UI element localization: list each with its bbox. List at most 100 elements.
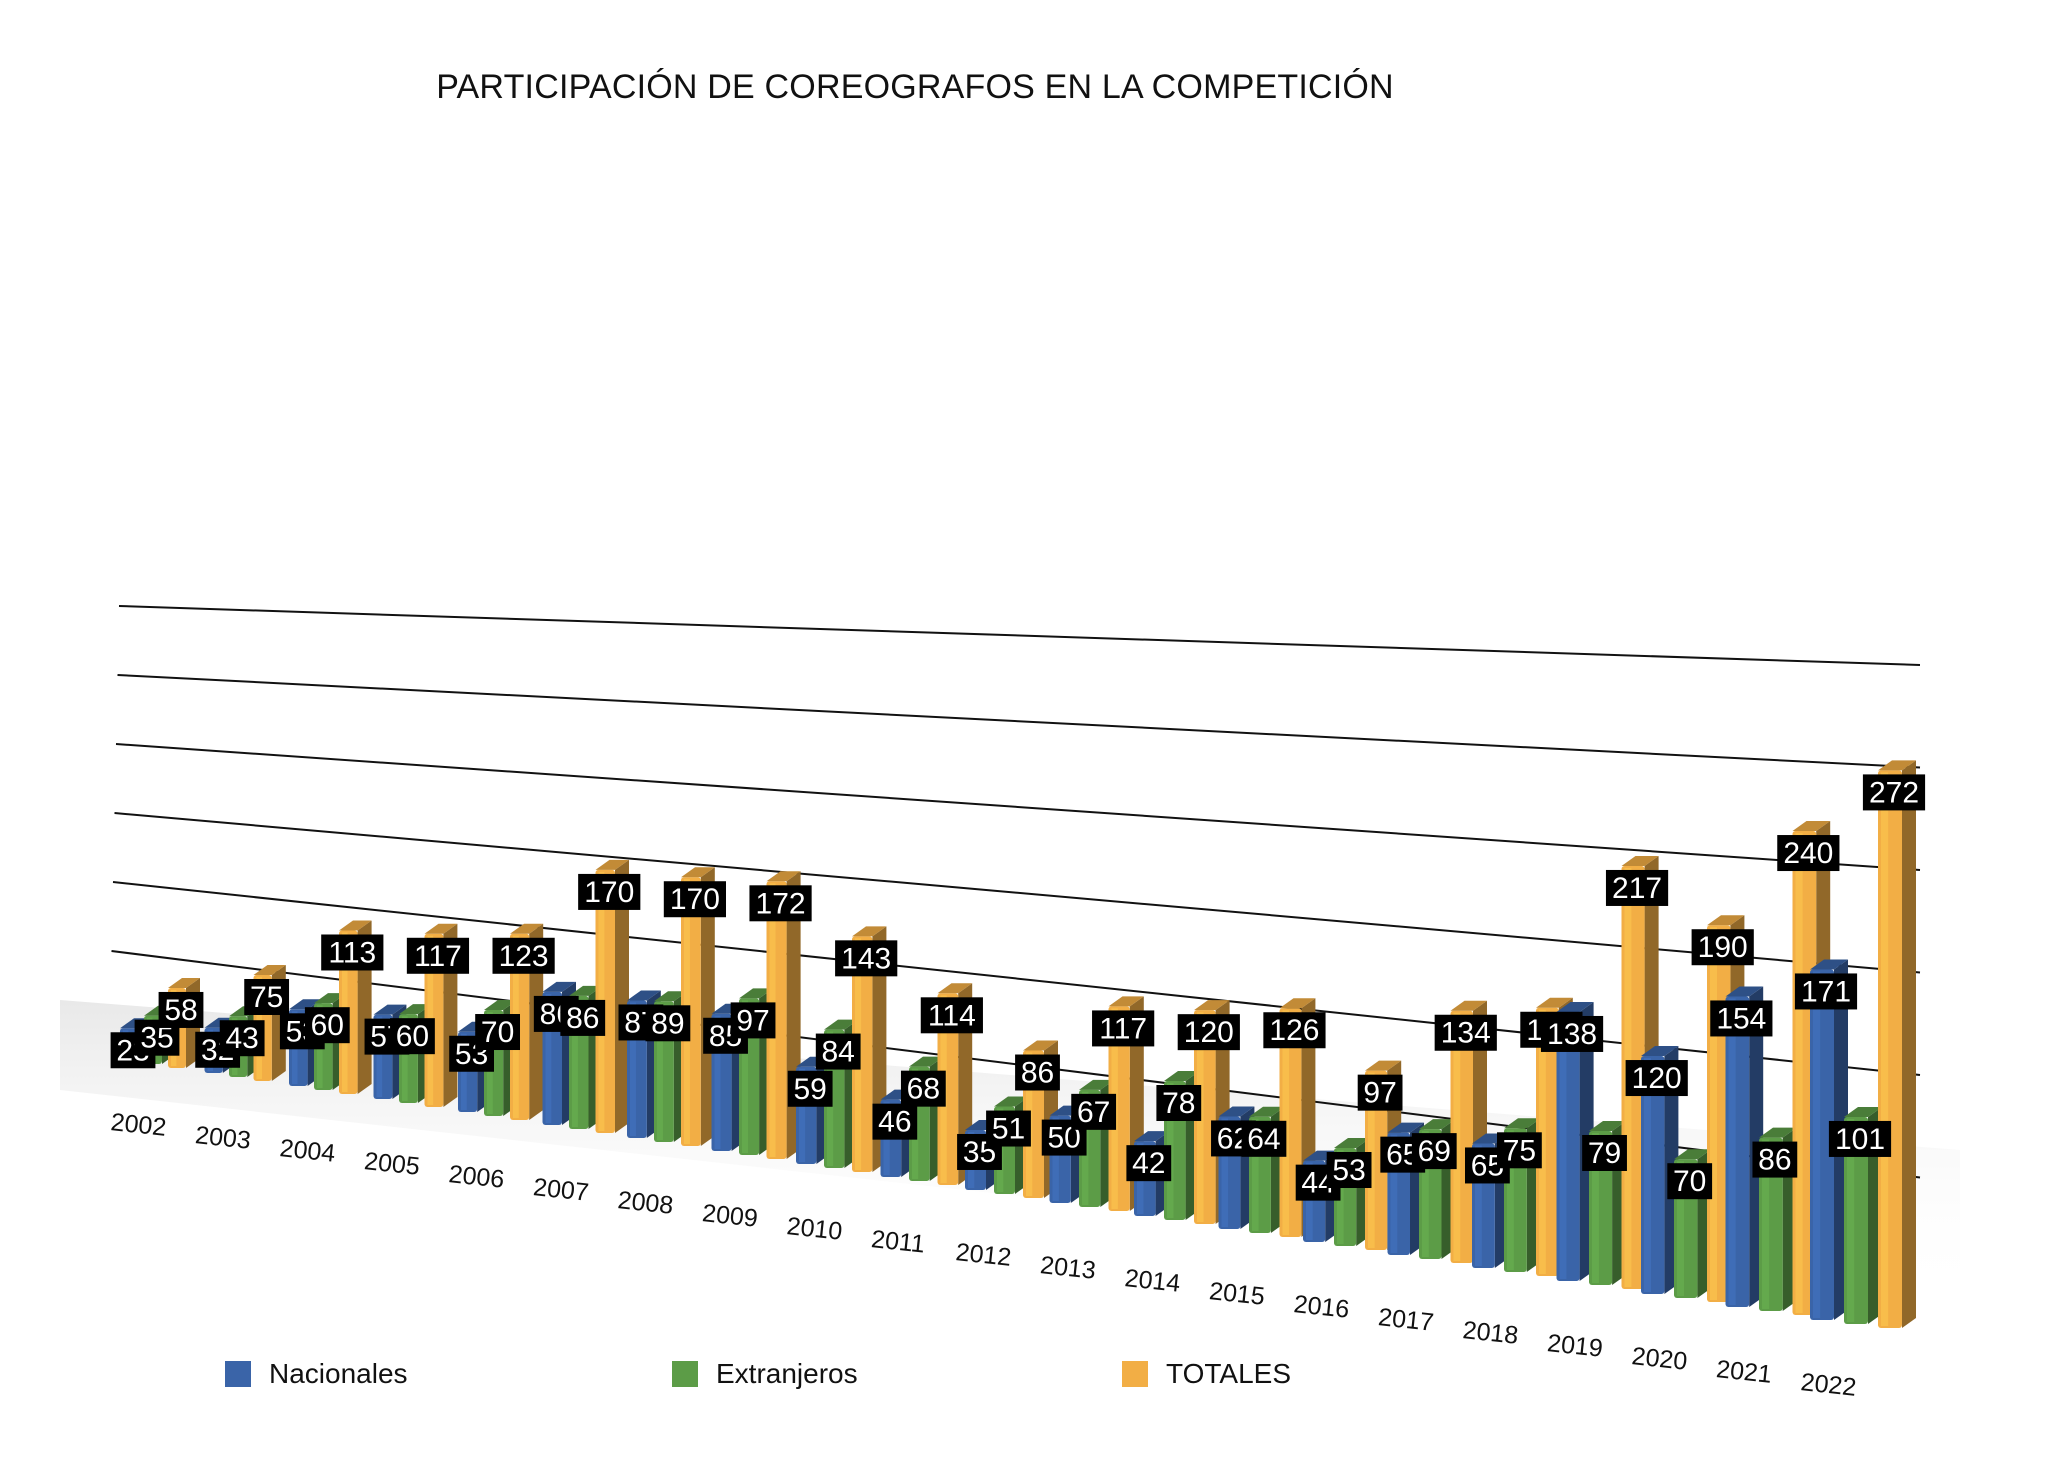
bar-top [1108,996,1144,1007]
data-label-bg [219,1020,265,1057]
bar [937,993,959,1185]
legend-item-totales: TOTALES [1122,1358,1291,1390]
data-label-bg [1411,1133,1457,1170]
bar [1536,1007,1559,1276]
bar-top [1387,1122,1424,1133]
data-label-bg [645,1005,691,1042]
data-label-text: 89 [651,1007,684,1040]
data-label-text: 240 [1783,837,1833,870]
x-tick-label: 2016 [1292,1290,1350,1324]
bar-highlight [657,1003,663,1140]
x-tick-label: 2012 [954,1238,1012,1272]
data-label-text: 58 [164,994,197,1027]
data-label-text: 53 [1332,1154,1365,1187]
data-label: 60 [390,1018,435,1055]
bar-highlight [742,1000,749,1153]
data-label: 46 [872,1103,918,1140]
bar-top [1792,821,1831,832]
data-label: 86 [1015,1054,1060,1091]
bar-top [569,985,603,996]
data-label-bg [900,1070,946,1107]
x-tick-label: 2004 [278,1134,336,1168]
data-label-bg [1752,1141,1798,1178]
bar-highlight [545,993,552,1123]
x-tick-label: 2007 [532,1173,590,1207]
data-label: 217 [1605,869,1669,906]
data-label: 70 [1667,1163,1713,1200]
data-label: 58 [158,991,204,1028]
data-label-text: 68 [907,1073,940,1106]
bar-highlight [1677,1161,1685,1296]
data-label-text: 126 [1269,1014,1319,1047]
bar-highlight [1453,1012,1461,1261]
data-label-bg [1434,1014,1497,1051]
legend-swatch-nacionales [225,1361,251,1387]
bar [1365,1070,1388,1250]
data-label-text: 171 [1801,975,1851,1008]
bar-highlight [1252,1118,1259,1231]
data-label-text: 42 [1132,1147,1165,1180]
data-label: 97 [730,1002,776,1039]
bar-top [852,926,887,937]
x-tick-label: 2022 [1799,1368,1857,1402]
data-label: 120 [1625,1060,1688,1097]
bar-highlight [1559,1013,1567,1279]
gridline [115,743,1921,871]
bar-highlight [1795,833,1803,1313]
data-label-text: 51 [992,1113,1025,1146]
data-label-text: 170 [670,883,720,916]
bar-highlight [1306,1162,1313,1240]
bar-highlight [1813,971,1821,1318]
data-label-bg [1710,1000,1773,1037]
chart-title: PARTICIPACIÓN DE COREOGRAFOS EN LA COMPE… [436,68,1394,106]
data-label-text: 134 [1441,1017,1491,1050]
data-label-bg [1092,1010,1155,1047]
data-label-text: 43 [225,1022,258,1055]
data-label: 113 [321,934,384,971]
data-label: 67 [1071,1093,1117,1130]
data-label: 120 [1177,1014,1240,1051]
data-label-text: 64 [1247,1123,1280,1156]
data-label: 170 [578,873,641,910]
bar-top [1334,1138,1371,1149]
bar [1810,969,1834,1320]
x-tick-label: 2014 [1123,1264,1181,1298]
data-label-bg [1126,1145,1172,1182]
bar-top [1249,1106,1285,1117]
bar [1759,1137,1783,1311]
bar [1725,996,1750,1307]
data-label: 42 [1126,1145,1172,1182]
legend-item-nacionales: Nacionales [225,1358,408,1390]
bar-top [1164,1071,1200,1082]
data-label: 84 [815,1033,861,1070]
bar-top [654,991,688,1002]
bar-top [994,1096,1029,1107]
bar-top [399,1004,432,1015]
data-label-bg [321,934,384,971]
data-label: 97 [1357,1074,1403,1111]
data-label-bg [1357,1074,1403,1111]
data-label: 70 [475,1014,520,1051]
chart-legend: Nacionales Extranjeros TOTALES [0,1358,2048,1398]
data-label: 75 [244,978,290,1015]
bar-top [168,977,200,988]
data-label-bg [1156,1085,1202,1122]
data-label: 79 [1582,1134,1627,1171]
bar [1641,1056,1665,1294]
bar-highlight [630,1002,636,1136]
data-label-bg [578,873,641,910]
data-label-text: 172 [756,887,806,920]
gridline [117,674,1921,769]
data-label-text: 120 [1632,1062,1682,1095]
data-label-bg [920,997,983,1034]
data-label-bg [749,885,812,922]
data-label: 60 [304,1007,350,1044]
data-label: 101 [1828,1120,1892,1157]
bar-top [739,988,774,999]
x-tick-label: 2013 [1039,1251,1097,1285]
bar-top [484,1000,518,1011]
data-label: 59 [787,1070,833,1107]
bar-top [1844,1106,1882,1117]
data-label: 138 [1540,1015,1604,1052]
